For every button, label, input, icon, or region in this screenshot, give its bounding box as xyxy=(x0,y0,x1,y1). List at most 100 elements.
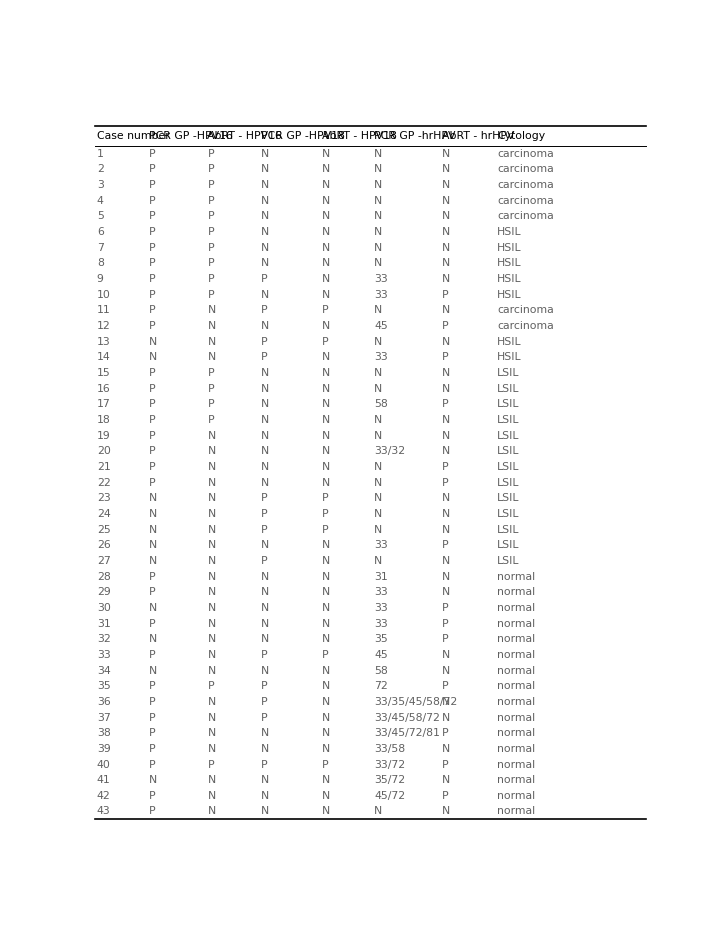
Text: 29: 29 xyxy=(97,587,110,597)
Text: P: P xyxy=(149,243,156,253)
Text: N: N xyxy=(442,743,451,754)
Text: 43: 43 xyxy=(97,806,110,817)
Text: N: N xyxy=(149,775,157,785)
Text: normal: normal xyxy=(497,634,535,644)
Text: P: P xyxy=(322,493,329,503)
Text: P: P xyxy=(260,713,267,722)
Text: P: P xyxy=(208,164,214,174)
Text: N: N xyxy=(208,337,216,347)
Text: HSIL: HSIL xyxy=(497,259,521,268)
Text: AbRT - HPV18: AbRT - HPV18 xyxy=(322,131,397,141)
Text: 21: 21 xyxy=(97,462,110,472)
Text: P: P xyxy=(260,274,267,284)
Text: normal: normal xyxy=(497,681,535,692)
Text: N: N xyxy=(442,274,451,284)
Text: 33: 33 xyxy=(97,650,110,660)
Text: N: N xyxy=(208,493,216,503)
Text: P: P xyxy=(442,791,448,801)
Text: N: N xyxy=(260,196,269,206)
Text: AbRT - hrHPV: AbRT - hrHPV xyxy=(442,131,515,141)
Text: N: N xyxy=(208,305,216,315)
Text: P: P xyxy=(442,400,448,410)
Text: P: P xyxy=(149,274,156,284)
Text: N: N xyxy=(442,259,451,268)
Text: P: P xyxy=(149,713,156,722)
Text: N: N xyxy=(374,259,382,268)
Text: P: P xyxy=(208,400,214,410)
Text: P: P xyxy=(260,525,267,535)
Text: 7: 7 xyxy=(97,243,104,253)
Text: N: N xyxy=(442,650,451,660)
Text: carcinoma: carcinoma xyxy=(497,305,554,315)
Text: carcinoma: carcinoma xyxy=(497,180,554,190)
Text: 33: 33 xyxy=(374,274,388,284)
Text: N: N xyxy=(442,572,451,581)
Text: P: P xyxy=(260,650,267,660)
Text: Case number: Case number xyxy=(97,131,169,141)
Text: P: P xyxy=(442,634,448,644)
Text: 11: 11 xyxy=(97,305,110,315)
Text: 1: 1 xyxy=(97,148,104,159)
Text: P: P xyxy=(208,681,214,692)
Text: P: P xyxy=(149,729,156,738)
Text: N: N xyxy=(260,806,269,817)
Text: N: N xyxy=(208,572,216,581)
Text: normal: normal xyxy=(497,743,535,754)
Text: LSIL: LSIL xyxy=(497,540,519,551)
Text: N: N xyxy=(208,477,216,488)
Text: normal: normal xyxy=(497,587,535,597)
Text: N: N xyxy=(260,791,269,801)
Text: LSIL: LSIL xyxy=(497,493,519,503)
Text: carcinoma: carcinoma xyxy=(497,196,554,206)
Text: 25: 25 xyxy=(97,525,110,535)
Text: N: N xyxy=(260,462,269,472)
Text: normal: normal xyxy=(497,603,535,613)
Text: 33: 33 xyxy=(374,540,388,551)
Text: 36: 36 xyxy=(97,697,110,707)
Text: N: N xyxy=(322,634,330,644)
Text: P: P xyxy=(149,227,156,237)
Text: N: N xyxy=(208,697,216,707)
Text: P: P xyxy=(149,587,156,597)
Text: P: P xyxy=(208,180,214,190)
Text: 40: 40 xyxy=(97,759,111,769)
Text: AbRT - HPV16: AbRT - HPV16 xyxy=(208,131,283,141)
Text: N: N xyxy=(322,243,330,253)
Text: N: N xyxy=(208,618,216,629)
Text: P: P xyxy=(149,462,156,472)
Text: P: P xyxy=(149,305,156,315)
Text: P: P xyxy=(149,431,156,440)
Text: PCR GP -hrHPV: PCR GP -hrHPV xyxy=(374,131,456,141)
Text: N: N xyxy=(149,540,157,551)
Text: P: P xyxy=(149,259,156,268)
Text: N: N xyxy=(322,384,330,394)
Text: N: N xyxy=(322,415,330,425)
Text: N: N xyxy=(260,259,269,268)
Text: P: P xyxy=(260,337,267,347)
Text: N: N xyxy=(149,603,157,613)
Text: N: N xyxy=(442,243,451,253)
Text: N: N xyxy=(442,713,451,722)
Text: HSIL: HSIL xyxy=(497,289,521,299)
Text: 41: 41 xyxy=(97,775,110,785)
Text: 15: 15 xyxy=(97,368,110,378)
Text: 19: 19 xyxy=(97,431,110,440)
Text: HSIL: HSIL xyxy=(497,227,521,237)
Text: N: N xyxy=(260,743,269,754)
Text: P: P xyxy=(149,148,156,159)
Text: N: N xyxy=(322,289,330,299)
Text: N: N xyxy=(260,180,269,190)
Text: 35: 35 xyxy=(97,681,110,692)
Text: N: N xyxy=(322,572,330,581)
Text: normal: normal xyxy=(497,791,535,801)
Text: N: N xyxy=(442,493,451,503)
Text: N: N xyxy=(208,540,216,551)
Text: N: N xyxy=(208,713,216,722)
Text: P: P xyxy=(322,525,329,535)
Text: LSIL: LSIL xyxy=(497,509,519,519)
Text: N: N xyxy=(374,493,382,503)
Text: N: N xyxy=(322,587,330,597)
Text: N: N xyxy=(260,775,269,785)
Text: carcinoma: carcinoma xyxy=(497,211,554,222)
Text: P: P xyxy=(149,180,156,190)
